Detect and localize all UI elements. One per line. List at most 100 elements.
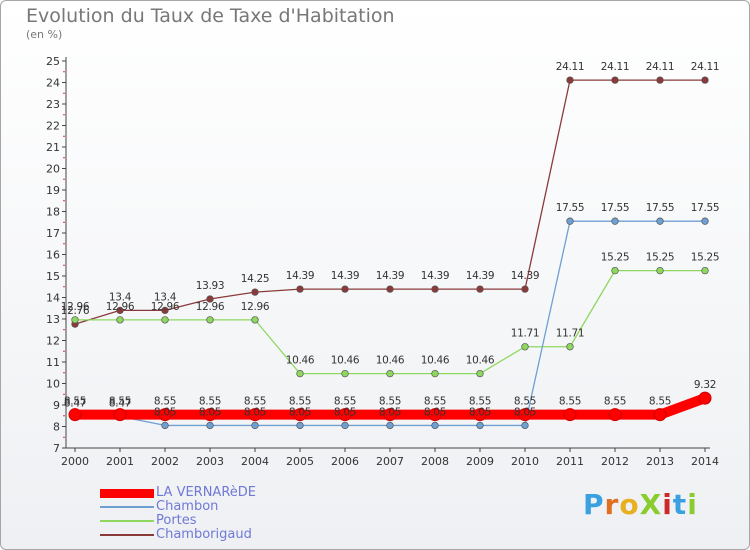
data-point-0 (338, 408, 352, 422)
y-tick-label: 16 (46, 249, 60, 262)
data-point-3 (251, 288, 259, 296)
data-label: 24.11 (556, 61, 585, 73)
data-label: 8.55 (559, 396, 581, 408)
data-label: 24.11 (691, 61, 720, 73)
data-label: 12.96 (196, 301, 225, 313)
data-label: 13.93 (196, 280, 225, 292)
y-tick-label: 10 (46, 378, 60, 391)
x-tick-label: 2002 (151, 455, 179, 468)
data-point-0 (473, 408, 487, 422)
y-tick-label: 9 (53, 399, 60, 412)
data-label: 10.46 (331, 355, 360, 367)
data-label: 11.71 (556, 328, 585, 340)
data-label: 8.55 (649, 396, 671, 408)
data-label: 12.96 (61, 301, 90, 313)
data-label: 8.55 (154, 396, 176, 408)
data-label: 12.96 (241, 301, 270, 313)
data-point-0 (383, 408, 397, 422)
x-tick-label: 2004 (241, 455, 269, 468)
y-tick-label: 18 (46, 206, 60, 219)
data-label: 8.47 (64, 397, 86, 409)
data-label: 14.39 (331, 270, 360, 282)
data-label: 13.4 (109, 291, 132, 303)
data-point-3 (521, 285, 529, 293)
data-label: 8.55 (469, 396, 491, 408)
data-point-2 (296, 369, 304, 378)
y-tick-label: 13 (46, 313, 60, 326)
y-axis-unit-label: (en %) (26, 28, 63, 41)
logo-letter: t (672, 488, 688, 521)
y-tick-label: 14 (46, 292, 60, 305)
data-point-1 (611, 217, 619, 225)
data-label: 10.46 (466, 355, 495, 367)
data-label: 17.55 (691, 202, 720, 214)
data-point-0 (698, 391, 712, 405)
data-label: 8.55 (109, 396, 131, 408)
data-point-2 (611, 266, 619, 275)
data-point-1 (566, 217, 574, 225)
data-point-3 (386, 285, 394, 293)
data-label: 8.55 (64, 396, 86, 408)
data-point-0 (293, 408, 307, 422)
data-label: 8.55 (424, 396, 446, 408)
data-point-1 (206, 421, 214, 430)
y-tick-label: 8 (53, 421, 60, 434)
y-tick-label: 19 (46, 184, 60, 197)
data-label: 8.55 (604, 396, 626, 408)
data-label: 14.39 (421, 270, 450, 282)
data-point-1 (521, 421, 529, 430)
data-label: 8.05 (289, 406, 311, 418)
x-tick-label: 2014 (691, 455, 719, 468)
data-point-0 (203, 408, 217, 422)
x-tick-label: 2011 (556, 455, 584, 468)
data-point-1 (656, 217, 664, 225)
data-point-3 (476, 285, 484, 293)
data-label: 10.46 (376, 355, 405, 367)
data-point-1 (386, 421, 394, 430)
logo-letter: r (604, 488, 620, 521)
x-tick-label: 2005 (286, 455, 314, 468)
data-point-2 (476, 369, 484, 378)
data-label: 8.55 (199, 396, 221, 408)
data-point-0 (608, 408, 622, 422)
data-label: 14.39 (376, 270, 405, 282)
x-tick-label: 2009 (466, 455, 494, 468)
logo-letter: P (583, 488, 605, 521)
legend-swatch (100, 488, 154, 498)
legend-label: Chamborigaud (156, 527, 252, 542)
x-tick-label: 2013 (646, 455, 674, 468)
data-label: 12.96 (151, 301, 180, 313)
data-label: 14.39 (511, 270, 540, 282)
data-point-0 (68, 408, 82, 422)
data-point-2 (116, 316, 124, 324)
data-label: 8.05 (244, 406, 266, 418)
y-tick-label: 24 (46, 77, 60, 90)
data-point-1 (431, 421, 439, 430)
data-label: 10.46 (421, 355, 450, 367)
data-label: 15.25 (646, 252, 675, 264)
data-label: 13.4 (154, 291, 177, 303)
data-label: 14.39 (286, 270, 315, 282)
data-point-3 (656, 76, 664, 84)
data-label: 17.55 (556, 202, 585, 214)
data-point-2 (431, 369, 439, 378)
data-label: 10.46 (286, 355, 315, 367)
data-point-2 (161, 316, 169, 324)
data-point-0 (518, 408, 532, 422)
data-point-3 (701, 76, 709, 84)
data-point-2 (656, 266, 664, 275)
data-point-1 (476, 421, 484, 430)
y-tick-label: 23 (46, 98, 60, 111)
data-label: 12.76 (61, 305, 90, 317)
y-tick-label: 12 (46, 335, 60, 348)
x-tick-label: 2003 (196, 455, 224, 468)
legend-swatch (100, 506, 154, 508)
data-label: 8.05 (154, 406, 176, 418)
proxiti-logo: ProXiti (583, 488, 698, 521)
data-point-0 (563, 408, 577, 422)
data-label: 12.96 (106, 301, 135, 313)
data-point-3 (206, 295, 214, 303)
data-point-3 (116, 306, 124, 315)
logo-letter: i (687, 488, 698, 521)
